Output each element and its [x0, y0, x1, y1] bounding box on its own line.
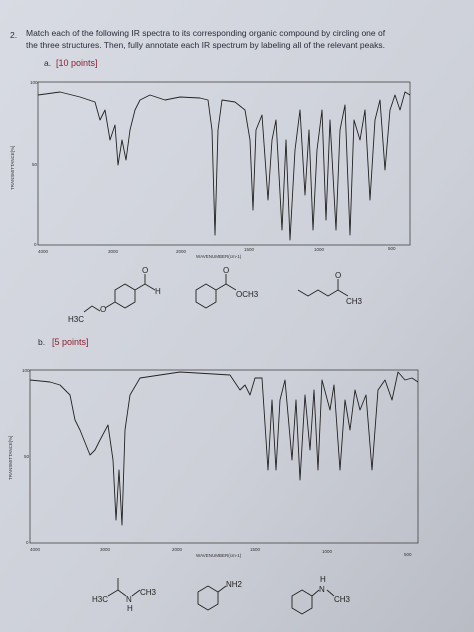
part-label: a.: [44, 58, 51, 68]
atom-label: O: [100, 305, 106, 314]
atom-label: CH3: [346, 297, 363, 306]
structure: H3C N H CH3: [92, 578, 157, 613]
x-tick-label: 3000: [108, 249, 119, 254]
spectrum-frame: [29, 369, 419, 544]
x-tick-label: 500: [388, 246, 396, 251]
atom-label: O: [223, 266, 229, 275]
atom-label: O: [142, 266, 148, 275]
ir-spectrum: [37, 91, 411, 241]
x-axis-label: WAVENUMBER(cm-1): [196, 553, 242, 558]
part-label: b.: [38, 337, 45, 347]
structure: H3C O O H: [68, 266, 161, 324]
y-tick-label: 100: [22, 368, 30, 373]
x-tick-label: 2000: [176, 249, 187, 254]
x-tick-label: 4000: [30, 547, 41, 552]
y-axis-label: TRANSMITTANCE[%]: [8, 436, 13, 480]
question-number: 2.: [10, 30, 17, 40]
y-tick-label: 100: [30, 80, 38, 85]
question-line: Match each of the following IR spectra t…: [26, 28, 386, 38]
atom-label: CH3: [140, 588, 157, 597]
x-axis-label: WAVENUMBER(cm-1): [196, 254, 242, 259]
x-tick-label: 4000: [38, 249, 49, 254]
atom-label: NH2: [226, 580, 243, 589]
x-tick-label: 1000: [322, 549, 333, 554]
y-tick-label: 50: [32, 162, 38, 167]
spectrum-frame: [37, 81, 411, 246]
question-line: the three structures. Then, fully annota…: [26, 40, 385, 50]
ir-spectrum: [29, 371, 419, 526]
atom-label: N: [126, 595, 132, 604]
y-tick-label: 0: [26, 540, 29, 545]
x-tick-label: 3000: [100, 547, 111, 552]
y-axis-label: TRANSMITTANCE[%]: [10, 146, 15, 190]
y-tick-label: 50: [24, 454, 30, 459]
atom-label: H: [320, 575, 326, 584]
y-tick-label: 0: [34, 242, 37, 247]
x-tick-label: 1000: [314, 247, 325, 252]
structure: H N CH3: [291, 575, 351, 615]
atom-label: N: [319, 585, 325, 594]
atom-label: H3C: [68, 315, 84, 324]
part-points: [5 points]: [52, 337, 89, 347]
part-points: [10 points]: [56, 58, 98, 68]
atom-label: O: [335, 271, 341, 280]
atom-label: H: [155, 287, 161, 296]
x-tick-label: 1500: [250, 547, 261, 552]
atom-label: H: [127, 604, 133, 613]
structure: NH2: [197, 580, 243, 611]
atom-label: OCH3: [236, 290, 259, 299]
structure: O OCH3: [195, 266, 259, 309]
atom-label: H3C: [92, 595, 108, 604]
structure: O CH3: [297, 271, 363, 306]
x-tick-label: 500: [404, 552, 412, 557]
atom-label: CH3: [334, 595, 351, 604]
x-tick-label: 1500: [244, 247, 255, 252]
x-tick-label: 2000: [172, 547, 183, 552]
